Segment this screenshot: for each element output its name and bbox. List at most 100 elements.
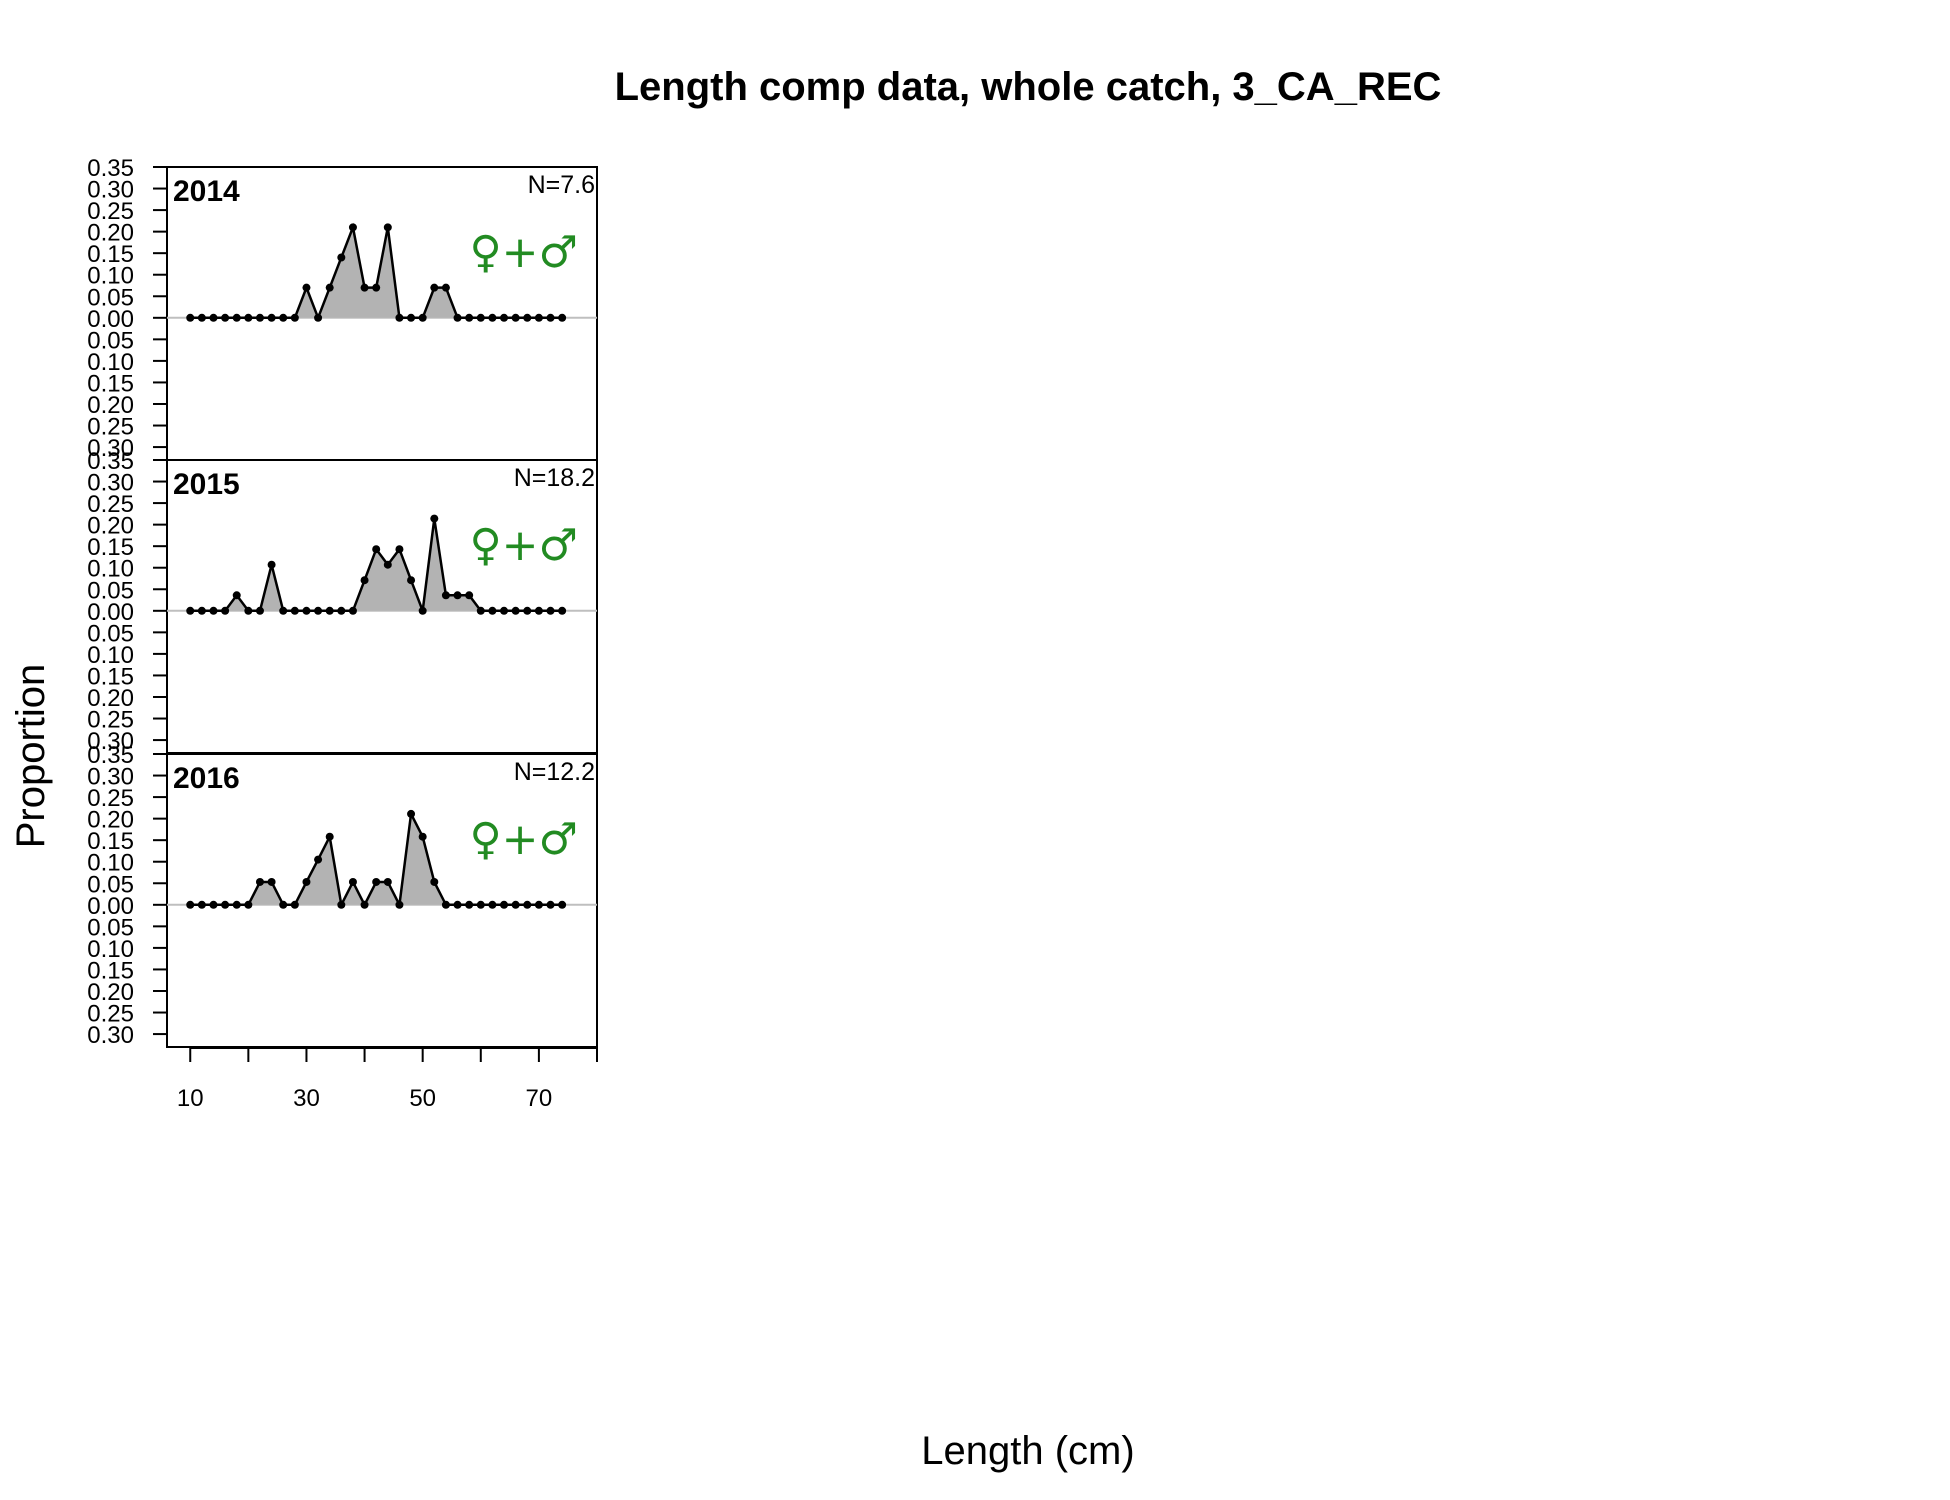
y-axis-2014: 0.350.300.250.200.150.100.050.000.050.10…	[87, 155, 167, 462]
data-point	[523, 900, 532, 909]
data-point	[302, 606, 311, 615]
data-point	[383, 223, 392, 232]
data-point	[418, 313, 427, 322]
y-tick-label: 0.15	[87, 534, 134, 561]
data-point	[244, 606, 253, 615]
data-point	[348, 877, 357, 886]
y-axis-2016: 0.350.300.250.200.150.100.050.000.050.10…	[87, 742, 167, 1049]
data-point	[488, 313, 497, 322]
y-tick-label: 0.20	[87, 685, 134, 712]
data-point	[337, 900, 346, 909]
data-point	[418, 832, 427, 841]
data-point	[465, 313, 474, 322]
y-tick-label: 0.10	[87, 556, 134, 583]
y-tick-label: 0.00	[87, 306, 134, 333]
y-tick-label: 0.05	[87, 914, 134, 941]
data-point	[360, 283, 369, 292]
sex-symbol-icon: ♀+♂	[469, 227, 578, 278]
n-label: N=18.2	[514, 464, 595, 492]
data-point	[209, 313, 218, 322]
data-point	[232, 591, 241, 600]
chart-title: Length comp data, whole catch, 3_CA_REC	[615, 65, 1442, 109]
area-fill	[190, 813, 563, 905]
data-point	[465, 591, 474, 600]
n-label: N=7.6	[528, 171, 595, 199]
data-point	[302, 877, 311, 886]
data-point	[500, 313, 509, 322]
data-point	[244, 900, 253, 909]
data-point	[279, 606, 288, 615]
y-tick-label: 0.15	[87, 241, 134, 268]
data-point	[279, 900, 288, 909]
data-point	[221, 900, 230, 909]
y-tick-label: 0.25	[87, 491, 134, 518]
y-tick-label: 0.20	[87, 220, 134, 247]
data-point	[546, 313, 555, 322]
y-axis-2015: 0.350.300.250.200.150.100.050.000.050.10…	[87, 448, 167, 755]
panel-2014: 0.350.300.250.200.150.100.050.000.050.10…	[87, 155, 598, 462]
sex-symbol-icon: ♀+♂	[469, 520, 578, 571]
data-point	[255, 313, 264, 322]
y-tick-label: 0.20	[87, 513, 134, 540]
data-point	[558, 313, 567, 322]
data-point	[453, 900, 462, 909]
data-point	[337, 253, 346, 262]
y-tick-label: 0.30	[87, 470, 134, 497]
data-point	[360, 900, 369, 909]
x-axis: 10 30 50 70	[177, 1047, 598, 1112]
y-axis-label: Proportion	[9, 664, 53, 849]
data-point	[465, 900, 474, 909]
y-tick-label: 0.30	[87, 764, 134, 791]
data-point	[546, 606, 555, 615]
data-point	[337, 606, 346, 615]
y-tick-label: 0.20	[87, 979, 134, 1006]
y-tick-label: 0.10	[87, 349, 134, 376]
data-point	[523, 606, 532, 615]
y-tick-label: 0.20	[87, 807, 134, 834]
data-point	[290, 900, 299, 909]
data-point	[209, 900, 218, 909]
data-point	[500, 606, 509, 615]
y-tick-label: 0.25	[87, 785, 134, 812]
data-point	[255, 877, 264, 886]
data-point	[476, 900, 485, 909]
y-tick-label: 0.10	[87, 263, 134, 290]
y-tick-label: 0.30	[87, 435, 134, 462]
data-point	[255, 606, 264, 615]
data-point	[430, 514, 439, 523]
y-tick-label: 0.15	[87, 828, 134, 855]
data-point	[511, 606, 520, 615]
y-tick-label: 0.25	[87, 1001, 134, 1028]
data-point	[430, 877, 439, 886]
y-tick-label: 0.05	[87, 577, 134, 604]
data-point	[314, 606, 323, 615]
data-point	[534, 900, 543, 909]
sex-symbol-icon: ♀+♂	[469, 814, 578, 865]
y-tick-label: 0.05	[87, 284, 134, 311]
data-point	[186, 900, 195, 909]
data-point	[197, 900, 206, 909]
n-label: N=12.2	[514, 758, 595, 786]
data-point	[197, 313, 206, 322]
y-tick-label: 0.30	[87, 177, 134, 204]
data-point	[290, 313, 299, 322]
y-tick-label: 0.15	[87, 663, 134, 690]
data-point	[348, 223, 357, 232]
y-tick-label: 0.05	[87, 620, 134, 647]
data-point	[453, 591, 462, 600]
data-point	[441, 283, 450, 292]
x-tick-label: 10	[177, 1085, 204, 1112]
data-point	[523, 313, 532, 322]
y-tick-label: 0.30	[87, 728, 134, 755]
data-point	[209, 606, 218, 615]
data-point	[372, 283, 381, 292]
data-point	[534, 606, 543, 615]
y-tick-label: 0.15	[87, 957, 134, 984]
data-point	[476, 606, 485, 615]
data-point	[186, 313, 195, 322]
data-point	[534, 313, 543, 322]
x-tick-label: 70	[526, 1085, 553, 1112]
data-point	[546, 900, 555, 909]
data-point	[383, 560, 392, 569]
